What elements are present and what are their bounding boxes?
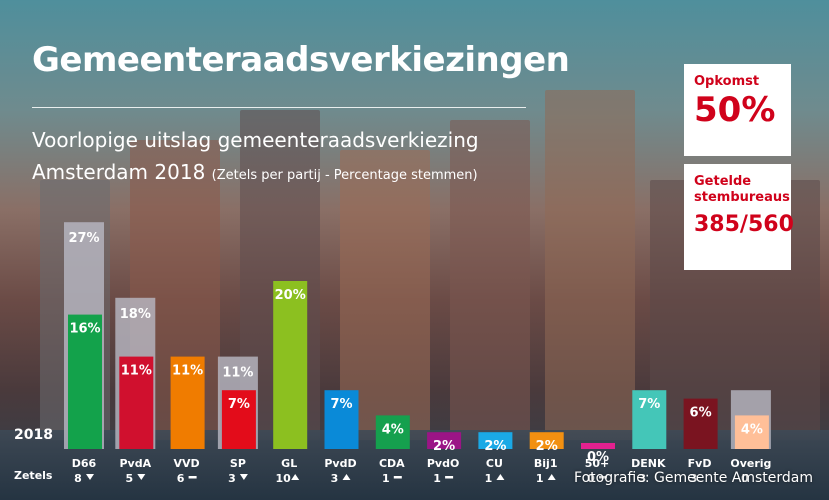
category-label: PvdD	[324, 457, 356, 470]
trend-down-icon	[239, 474, 248, 480]
trend-up-icon	[291, 474, 300, 480]
category-label: 50+	[585, 457, 610, 470]
trend-up-icon	[547, 474, 556, 480]
bar-pvdo	[427, 432, 462, 449]
category-label: PvdO	[427, 457, 459, 470]
category-label: SP	[230, 457, 246, 470]
value-label: 2%	[536, 439, 558, 454]
seat-count: 1	[536, 472, 544, 485]
value-label-previous: 27%	[68, 231, 99, 246]
trend-up-icon	[342, 474, 351, 480]
seat-count: 8	[74, 472, 82, 485]
turnout-value: 50%	[694, 90, 776, 130]
bar-d66	[68, 314, 102, 449]
value-label: 2%	[484, 439, 506, 454]
category-label: FvD	[688, 457, 712, 470]
seat-count: 5	[125, 472, 133, 485]
subtitle-line-2: Amsterdam 2018 (Zetels per partij - Perc…	[32, 160, 478, 184]
bar-gl	[273, 281, 308, 449]
seat-count: 3	[690, 472, 698, 485]
seat-count: 3	[228, 472, 236, 485]
value-label-previous: 18%	[120, 307, 151, 322]
seat-count: 1	[485, 472, 493, 485]
bar-bij1	[529, 432, 564, 449]
bar-pvdd	[324, 390, 359, 449]
category-label: CU	[486, 457, 503, 470]
category-label: CDA	[379, 457, 405, 470]
seat-count: 10	[276, 472, 292, 485]
year-label: 2018	[14, 427, 53, 443]
turnout-label: Opkomst	[694, 74, 760, 89]
bar-50+	[581, 443, 615, 449]
trend-down-icon	[137, 474, 146, 480]
seat-count: 0	[741, 472, 749, 485]
bar-cu	[478, 432, 513, 449]
value-label: 16%	[69, 322, 100, 337]
value-label: 6%	[690, 406, 712, 421]
counted-card: Getelde stembureaus 385/560	[684, 164, 794, 270]
seat-count: 1	[433, 472, 441, 485]
background-house	[545, 90, 635, 440]
bar-overig	[734, 415, 769, 449]
seat-count: 1	[382, 472, 390, 485]
category-label: D66	[72, 457, 97, 470]
value-label: 20%	[275, 288, 306, 303]
trend-down-icon	[86, 474, 94, 480]
trend-flat-icon	[599, 476, 607, 479]
category-label: PvdA	[119, 457, 151, 470]
page-title: Gemeenteraadsverkiezingen	[32, 40, 570, 80]
subtitle: Voorlopige uitslag gemeenteraadsverkiezi…	[32, 128, 479, 152]
bar-fvd	[683, 398, 718, 449]
bar-vvd	[170, 356, 205, 449]
photo-credit: Fotografie: Gemeente Amsterdam	[574, 470, 813, 486]
background-house	[450, 120, 530, 440]
bar-cda	[375, 415, 410, 449]
value-label: 4%	[382, 422, 404, 437]
value-label: 0%	[587, 450, 609, 465]
counted-value: 385/560	[694, 212, 794, 237]
category-label: DENK	[631, 457, 666, 470]
trend-up-icon	[496, 474, 505, 480]
trend-flat-icon	[393, 476, 402, 479]
seat-count: 3	[638, 472, 646, 485]
category-label: VVD	[174, 457, 200, 470]
value-label-previous: 11%	[222, 366, 253, 381]
category-label: GL	[281, 457, 297, 470]
value-label: 4%	[741, 422, 763, 437]
bar-denk	[632, 390, 667, 449]
seats-row-label: Zetels	[14, 469, 53, 482]
bar-pvda	[119, 356, 154, 449]
value-label: 11%	[172, 364, 203, 379]
trend-flat-icon	[188, 476, 197, 479]
value-label: 7%	[228, 397, 250, 412]
value-label: 2%	[433, 439, 455, 454]
seat-count: 6	[177, 472, 185, 485]
bar-sp	[221, 390, 256, 449]
seat-count: 0	[587, 472, 595, 485]
subtitle-place-year: Amsterdam 2018	[32, 160, 206, 184]
value-label: 7%	[330, 397, 352, 412]
counted-label: Getelde	[694, 174, 752, 189]
value-label: 7%	[638, 397, 660, 412]
seat-count: 3	[331, 472, 339, 485]
counted-label-2: stembureaus	[694, 190, 790, 205]
category-label: Overig	[730, 457, 771, 470]
title-divider	[32, 107, 526, 108]
turnout-card: Opkomst 50%	[684, 64, 791, 156]
trend-flat-icon	[445, 476, 454, 479]
value-label: 11%	[121, 364, 152, 379]
subtitle-note: (Zetels per partij - Percentage stemmen)	[211, 168, 478, 183]
category-label: Bij1	[534, 457, 558, 470]
